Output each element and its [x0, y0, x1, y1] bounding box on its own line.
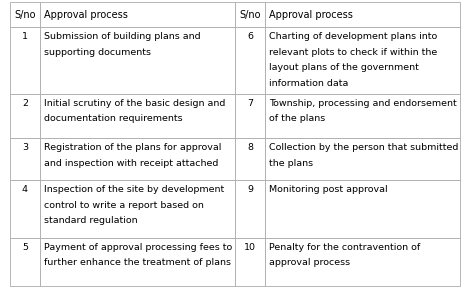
Text: 1: 1	[22, 33, 28, 41]
Bar	[40, 180, 235, 238]
Text: Township, processing and endorsement: Township, processing and endorsement	[269, 99, 457, 108]
Text: 6: 6	[247, 33, 253, 41]
Bar	[235, 27, 265, 94]
Text: layout plans of the government: layout plans of the government	[269, 63, 419, 72]
Text: 8: 8	[247, 143, 253, 152]
Text: Inspection of the site by development: Inspection of the site by development	[44, 185, 224, 194]
Text: 9: 9	[247, 185, 253, 194]
Bar	[10, 238, 40, 286]
Bar	[235, 94, 265, 138]
Text: 2: 2	[22, 99, 28, 108]
Bar	[265, 2, 460, 27]
Text: 7: 7	[247, 99, 253, 108]
Text: supporting documents: supporting documents	[44, 48, 151, 57]
Text: 4: 4	[22, 185, 28, 194]
Text: Approval process: Approval process	[44, 10, 128, 20]
Text: Submission of building plans and: Submission of building plans and	[44, 33, 201, 41]
Text: information data: information data	[269, 79, 348, 88]
Bar	[40, 138, 235, 180]
Bar	[265, 94, 460, 138]
Bar	[235, 238, 265, 286]
Text: Payment of approval processing fees to: Payment of approval processing fees to	[44, 242, 232, 252]
Bar	[235, 138, 265, 180]
Text: relevant plots to check if within the: relevant plots to check if within the	[269, 48, 437, 57]
Text: Collection by the person that submitted: Collection by the person that submitted	[269, 143, 458, 152]
Text: and inspection with receipt attached: and inspection with receipt attached	[44, 159, 219, 168]
Text: Registration of the plans for approval: Registration of the plans for approval	[44, 143, 221, 152]
Bar	[10, 27, 40, 94]
Bar	[265, 27, 460, 94]
Text: standard regulation: standard regulation	[44, 216, 138, 225]
Text: Monitoring post approval: Monitoring post approval	[269, 185, 388, 194]
Bar	[235, 2, 265, 27]
Bar	[265, 238, 460, 286]
Bar	[265, 138, 460, 180]
Text: S/no: S/no	[14, 10, 36, 20]
Text: of the plans: of the plans	[269, 114, 325, 123]
Bar	[10, 138, 40, 180]
Text: control to write a report based on: control to write a report based on	[44, 201, 204, 210]
Bar	[40, 2, 235, 27]
Bar	[10, 180, 40, 238]
Text: Approval process: Approval process	[269, 10, 353, 20]
Text: 10: 10	[244, 242, 256, 252]
Bar	[40, 94, 235, 138]
Bar	[10, 94, 40, 138]
Text: Initial scrutiny of the basic design and: Initial scrutiny of the basic design and	[44, 99, 226, 108]
Text: 5: 5	[22, 242, 28, 252]
Bar	[265, 180, 460, 238]
Text: documentation requirements: documentation requirements	[44, 114, 183, 123]
Text: S/no: S/no	[239, 10, 260, 20]
Text: approval process: approval process	[269, 258, 350, 267]
Text: Charting of development plans into: Charting of development plans into	[269, 33, 437, 41]
Text: 3: 3	[22, 143, 28, 152]
Text: the plans: the plans	[269, 159, 313, 168]
Text: Penalty for the contravention of: Penalty for the contravention of	[269, 242, 420, 252]
Text: further enhance the treatment of plans: further enhance the treatment of plans	[44, 258, 231, 267]
Bar	[235, 180, 265, 238]
Bar	[40, 238, 235, 286]
Bar	[10, 2, 40, 27]
Bar	[40, 27, 235, 94]
